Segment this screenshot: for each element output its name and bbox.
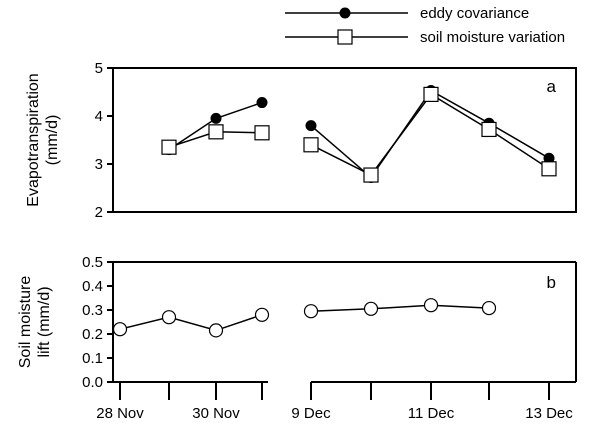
x-tick-label: 11 Dec [408,405,455,422]
data-point [210,112,222,124]
data-point [254,307,270,322]
legend-marker [337,29,353,45]
y-axis-label-line: Evapotranspiration [25,73,42,206]
data-point [423,298,439,313]
series-line-segment [310,93,550,176]
y-axis-label-line: lift (mm/d) [36,286,53,357]
data-point [303,137,319,153]
x-tick-label: 13 Dec [525,405,573,422]
data-point [254,125,270,141]
data-point [305,120,317,132]
y-axis-label: Soil moisture lift (mm/d) [17,276,53,369]
x-tick-label: 9 Dec [291,405,331,422]
y-axis-label-line: Soil moisture [17,276,34,369]
data-point [161,310,177,325]
y-tick-label: 2 [95,204,103,221]
y-tick-label: 0.2 [82,326,103,343]
y-tick-label: 0.1 [82,350,103,367]
legend: eddy covariance soil moisture variation [285,5,565,46]
y-tick-label: 3 [95,156,103,173]
data-point [541,161,557,177]
panel-label-a: a [547,77,557,96]
panel-b: 0.0 0.1 0.2 0.3 0.4 0.5 Soil moisture lift (mm/… [17,254,577,422]
y-tick-label: 0.4 [82,278,103,295]
legend-label: soil moisture variation [420,29,565,46]
plot-frame [112,67,577,213]
series-0 [112,298,497,338]
legend-label: eddy covariance [420,5,529,22]
data-point [256,97,268,109]
data-point [208,124,224,140]
data-point [481,121,497,138]
legend-marker [339,7,351,19]
series-line-segment [310,304,490,312]
x-tick-label: 28 Nov [96,405,144,422]
y-tick-label: 0.3 [82,302,103,319]
data-point [208,323,224,338]
data-point [161,139,177,155]
panel-label-b: b [547,273,556,292]
data-point [481,300,497,316]
x-tick-label: 30 Nov [192,405,240,422]
y-tick-label: 0.5 [82,254,103,271]
data-point [112,322,128,337]
y-axis-label-line: (mm/d) [44,115,61,166]
panel-a: 2 3 4 5 Evapotranspiration (mm/d) a [25,60,577,221]
y-tick-label: 0.0 [82,374,103,391]
y-axis-label: Evapotranspiration (mm/d) [25,73,61,206]
data-point [363,167,379,183]
y-tick-label: 4 [95,108,103,125]
data-point [363,301,379,316]
data-point [303,304,319,319]
series-line-segment [119,314,263,332]
series-line-segment [310,89,550,179]
series-1 [161,86,557,183]
data-point [423,86,439,103]
y-tick-label: 5 [95,60,103,77]
